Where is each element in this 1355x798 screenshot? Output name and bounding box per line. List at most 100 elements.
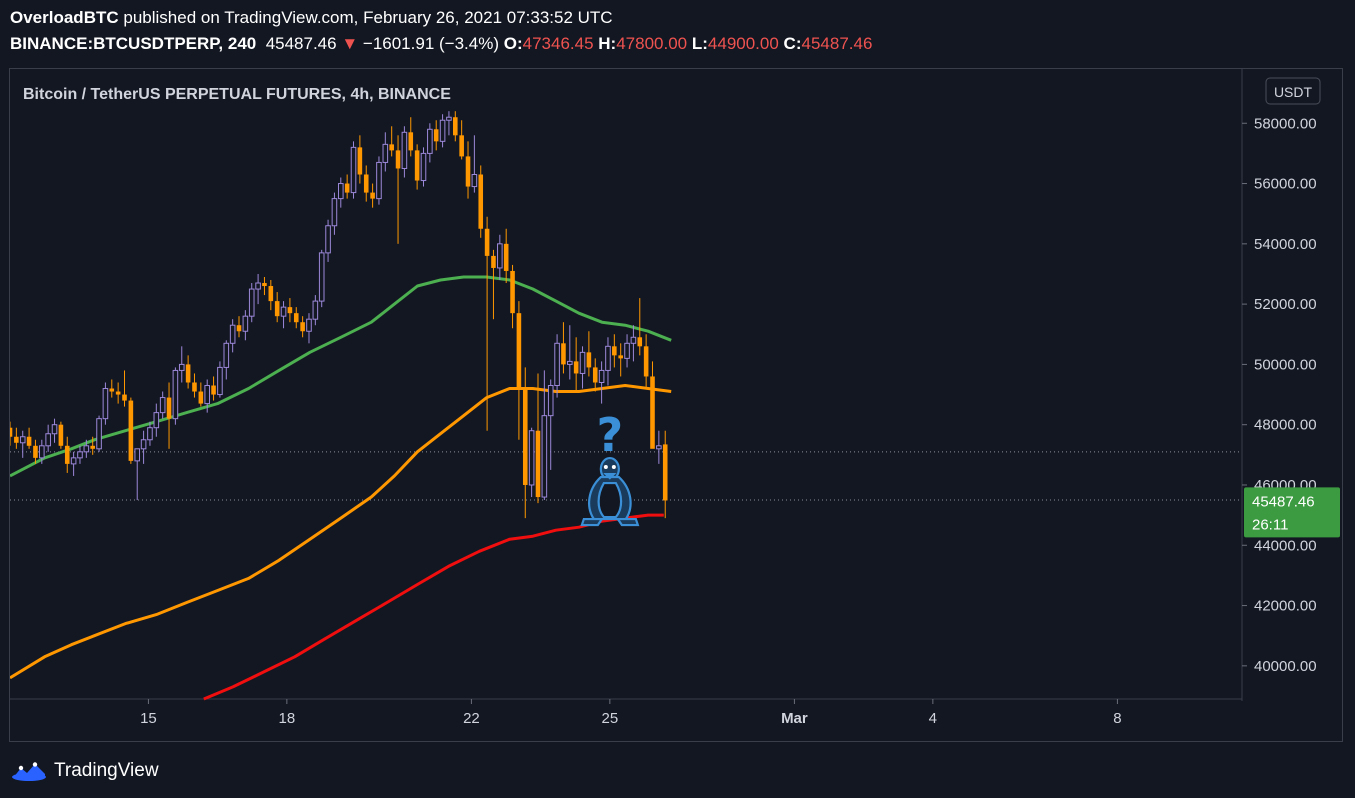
candle-body[interactable] [516,313,522,389]
candle-body[interactable] [370,192,375,199]
candle-body[interactable] [211,385,216,395]
candle-body[interactable] [491,255,496,268]
candle-body[interactable] [147,427,153,441]
candle-body[interactable] [344,183,350,193]
candle-body[interactable] [287,307,293,314]
candle-body[interactable] [478,174,484,229]
candle-body[interactable] [248,288,255,317]
candle-body[interactable] [567,360,573,365]
candle-body[interactable] [26,436,32,446]
candle-body[interactable] [643,346,649,377]
candle-body[interactable] [268,286,274,302]
candle-body[interactable] [650,376,655,449]
candlestick-chart[interactable]: Bitcoin / TetherUS PERPETUAL FUTURES, 4h… [10,69,1342,741]
candle-body[interactable] [122,394,127,401]
candle-body[interactable] [51,424,58,435]
candle-body[interactable] [662,444,668,501]
candle-body[interactable] [140,439,147,450]
candle-body[interactable] [293,313,299,323]
chart-frame[interactable]: Bitcoin / TetherUS PERPETUAL FUTURES, 4h… [9,68,1343,742]
candle-body[interactable] [318,252,325,302]
candle-body[interactable] [255,282,261,290]
candle-body[interactable] [300,322,305,332]
candle-body[interactable] [547,385,554,417]
candle-body[interactable] [459,135,464,157]
tradingview-logo[interactable]: TradingView [10,758,159,784]
candle-body[interactable] [14,436,19,443]
footer-brand[interactable]: TradingView [54,760,159,781]
candle-body[interactable] [64,445,70,464]
candle-body[interactable] [39,445,45,459]
candle-body[interactable] [70,457,77,465]
candle-body[interactable] [439,119,446,142]
candle-body[interactable] [656,445,662,450]
currency-button[interactable] [1265,77,1321,105]
candle-body[interactable] [134,448,141,462]
candle-body[interactable] [83,445,90,453]
candle-body[interactable] [618,355,623,359]
candle-body[interactable] [382,143,389,163]
candle-body[interactable] [192,382,197,392]
candle-body[interactable] [153,412,160,429]
candle-body[interactable] [280,306,287,317]
candle-body[interactable] [401,131,408,169]
candle-body[interactable] [376,161,382,200]
candle-body[interactable] [453,117,458,136]
candle-body[interactable] [624,342,630,359]
candle-body[interactable] [223,342,230,368]
candle-body[interactable] [159,397,166,414]
candle-body[interactable] [185,364,191,383]
candle-body[interactable] [427,128,433,154]
candle-body[interactable] [357,147,363,175]
candle-body[interactable] [497,243,503,269]
candle-body[interactable] [408,132,414,151]
candle-body[interactable] [395,150,401,169]
candle-body[interactable] [535,430,541,498]
candle-body[interactable] [325,225,331,254]
candle-body[interactable] [465,156,471,187]
candle-body[interactable] [77,451,83,459]
candle-body[interactable] [274,301,280,317]
candle-body[interactable] [522,388,528,485]
candle-body[interactable] [306,318,312,332]
candle-body[interactable] [605,345,611,371]
candle-body[interactable] [561,343,566,365]
candle-body[interactable] [612,346,617,356]
candle-body[interactable] [236,325,242,332]
candle-body[interactable] [420,152,427,182]
candle-body[interactable] [262,283,267,287]
candle-body[interactable] [217,366,223,396]
candle-body[interactable] [350,146,357,194]
candle-body[interactable] [637,337,643,347]
candle-body[interactable] [471,174,478,188]
candle-body[interactable] [115,391,121,395]
candle-body[interactable] [128,400,134,461]
candle-body[interactable] [528,430,535,486]
candle-body[interactable] [58,424,64,446]
candle-body[interactable] [586,352,592,368]
candle-body[interactable] [592,367,598,383]
candle-body[interactable] [178,363,185,371]
candle-body[interactable] [363,174,369,193]
candle-body[interactable] [312,300,319,320]
candle-body[interactable] [573,361,579,374]
candle-body[interactable] [541,415,548,498]
candle-body[interactable] [630,336,637,344]
candle-body[interactable] [554,342,560,387]
candle-body[interactable] [204,385,210,405]
candle-body[interactable] [433,129,439,142]
candle-body[interactable] [19,436,26,444]
candle-body[interactable] [198,391,204,404]
candle-body[interactable] [33,445,38,458]
candle-body[interactable] [484,228,490,256]
candle-body[interactable] [414,150,420,181]
candle-body[interactable] [331,198,338,227]
candle-body[interactable] [10,427,13,437]
candle-body[interactable] [96,418,102,450]
candle-body[interactable] [446,116,452,121]
candle-body[interactable] [242,315,249,332]
candle-body[interactable] [45,433,51,447]
candle-body[interactable] [579,351,586,374]
candle-body[interactable] [338,183,344,200]
candle-body[interactable] [109,388,115,392]
